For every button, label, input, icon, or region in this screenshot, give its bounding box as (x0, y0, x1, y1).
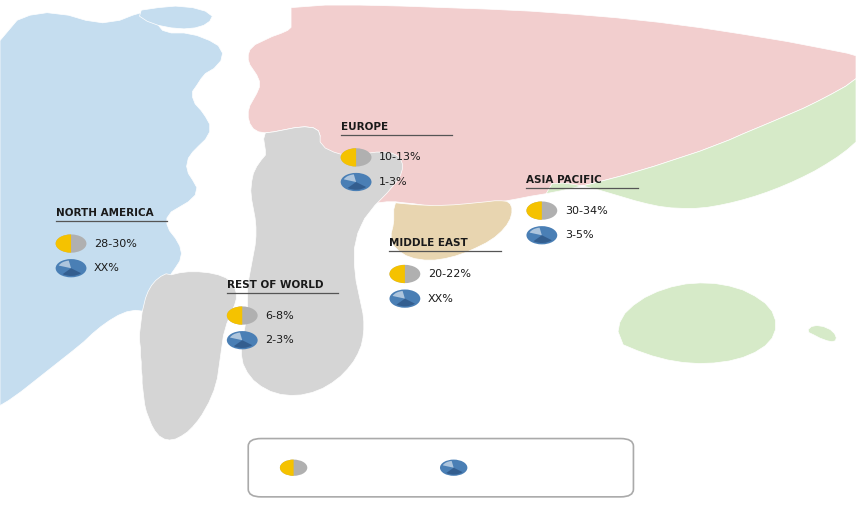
Circle shape (341, 148, 372, 166)
Circle shape (227, 306, 258, 324)
Polygon shape (241, 127, 402, 395)
Polygon shape (808, 325, 836, 342)
Wedge shape (59, 261, 71, 268)
Wedge shape (341, 148, 356, 166)
Circle shape (526, 226, 557, 244)
Wedge shape (446, 467, 462, 475)
Wedge shape (348, 182, 366, 190)
Text: 3-5%: 3-5% (565, 230, 593, 240)
Polygon shape (618, 283, 776, 364)
Circle shape (526, 201, 557, 220)
Wedge shape (227, 306, 242, 324)
Wedge shape (533, 235, 552, 243)
Text: 28-30%: 28-30% (94, 239, 137, 248)
Wedge shape (443, 461, 454, 467)
Wedge shape (56, 234, 71, 252)
Wedge shape (234, 340, 253, 348)
Text: ASIA PACIFIC: ASIA PACIFIC (526, 175, 602, 185)
Polygon shape (391, 201, 512, 260)
Text: 20-22%: 20-22% (428, 269, 471, 279)
Circle shape (341, 173, 372, 191)
Text: 10-13%: 10-13% (379, 153, 422, 162)
Text: EUROPE: EUROPE (341, 122, 388, 132)
Text: 1-3%: 1-3% (379, 177, 407, 187)
Wedge shape (396, 299, 415, 306)
Circle shape (280, 459, 307, 476)
Text: 30-34%: 30-34% (565, 206, 608, 215)
FancyBboxPatch shape (248, 439, 633, 497)
Polygon shape (0, 13, 223, 406)
Wedge shape (280, 459, 294, 476)
Wedge shape (530, 228, 542, 235)
Text: XX%: XX% (94, 263, 120, 273)
Wedge shape (344, 174, 356, 182)
Text: XX%: XX% (428, 294, 454, 304)
Text: 2-3%: 2-3% (265, 335, 294, 345)
Polygon shape (546, 79, 856, 208)
Text: CAGR (2024-2029): CAGR (2024-2029) (473, 463, 580, 473)
Circle shape (56, 259, 86, 277)
Circle shape (389, 289, 420, 308)
Circle shape (440, 459, 467, 476)
Wedge shape (230, 333, 242, 340)
Polygon shape (248, 5, 856, 207)
Circle shape (227, 331, 258, 349)
Text: MIDDLE EAST: MIDDLE EAST (389, 238, 468, 248)
Wedge shape (389, 265, 405, 283)
Circle shape (56, 234, 86, 252)
Polygon shape (140, 272, 236, 440)
Text: REST OF WORLD: REST OF WORLD (227, 280, 324, 290)
Text: 6-8%: 6-8% (265, 311, 294, 320)
Wedge shape (62, 268, 81, 276)
Text: NORTH AMERICA: NORTH AMERICA (56, 208, 153, 218)
Wedge shape (526, 201, 542, 220)
Polygon shape (140, 6, 212, 29)
Wedge shape (393, 291, 405, 299)
Circle shape (389, 265, 420, 283)
Text: MARKET SHARE (2024): MARKET SHARE (2024) (312, 463, 447, 473)
